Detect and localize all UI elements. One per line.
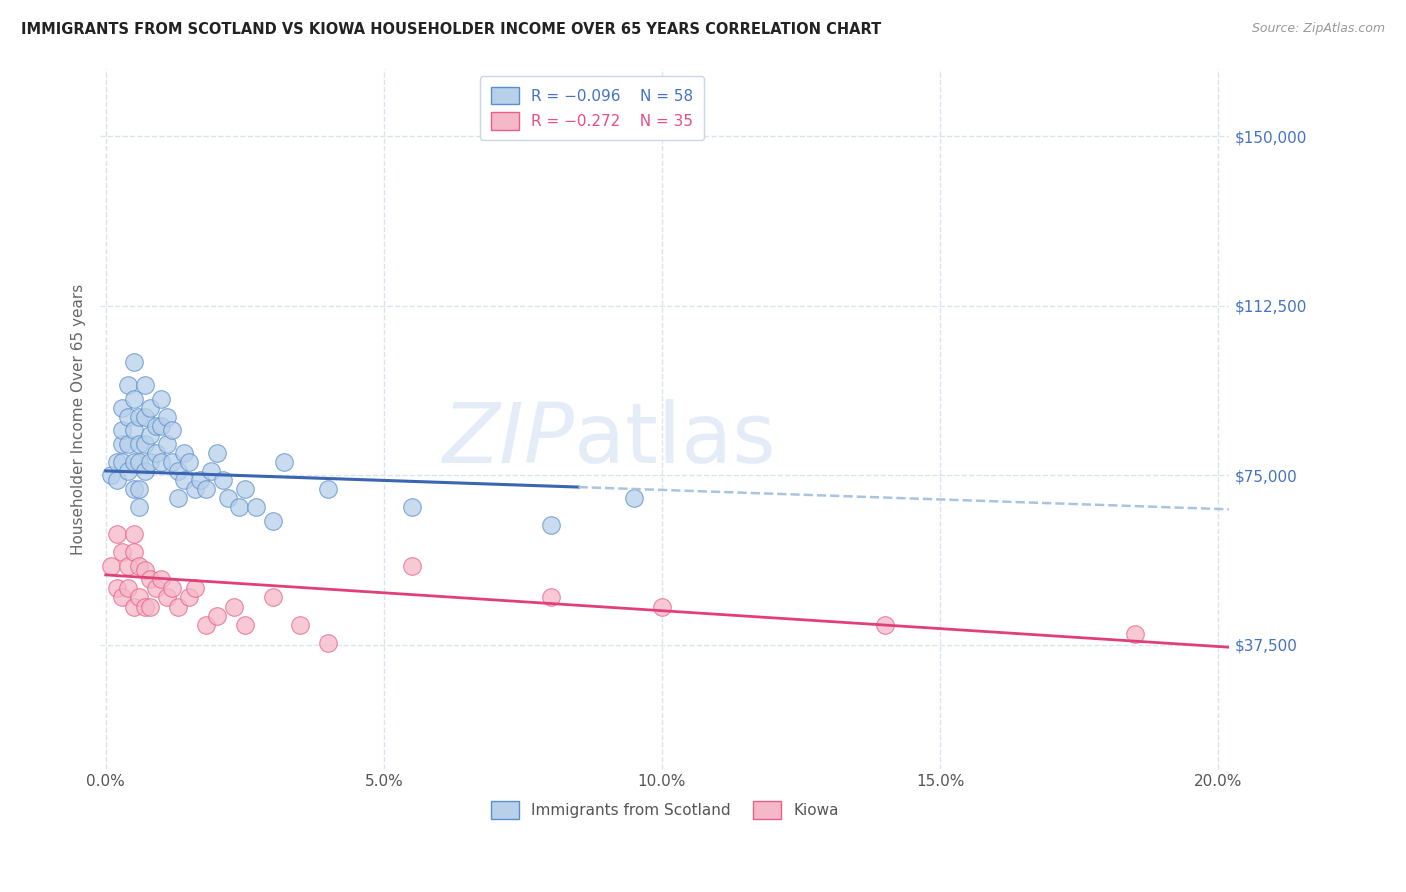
Point — [179, 591, 201, 605]
Point — [122, 392, 145, 406]
Point — [139, 427, 162, 442]
Point — [194, 482, 217, 496]
Point — [105, 582, 128, 596]
Point — [200, 464, 222, 478]
Point — [167, 464, 190, 478]
Point — [316, 482, 339, 496]
Point — [105, 527, 128, 541]
Point — [173, 473, 195, 487]
Point — [111, 401, 134, 415]
Point — [105, 473, 128, 487]
Point — [117, 409, 139, 424]
Point — [183, 482, 205, 496]
Point — [150, 418, 173, 433]
Point — [145, 418, 167, 433]
Point — [145, 446, 167, 460]
Point — [217, 491, 239, 505]
Point — [128, 591, 150, 605]
Point — [145, 582, 167, 596]
Point — [150, 455, 173, 469]
Legend: Immigrants from Scotland, Kiowa: Immigrants from Scotland, Kiowa — [485, 795, 845, 825]
Text: ZIP: ZIP — [443, 400, 575, 481]
Point — [233, 617, 256, 632]
Point — [122, 455, 145, 469]
Point — [316, 636, 339, 650]
Point — [401, 500, 423, 514]
Point — [401, 558, 423, 573]
Point — [179, 455, 201, 469]
Point — [128, 482, 150, 496]
Point — [222, 599, 245, 614]
Point — [100, 468, 122, 483]
Point — [122, 599, 145, 614]
Point — [150, 392, 173, 406]
Point — [156, 409, 179, 424]
Point — [117, 558, 139, 573]
Point — [150, 573, 173, 587]
Text: Source: ZipAtlas.com: Source: ZipAtlas.com — [1251, 22, 1385, 36]
Point — [173, 446, 195, 460]
Point — [128, 500, 150, 514]
Point — [122, 527, 145, 541]
Point — [134, 378, 156, 392]
Point — [262, 514, 284, 528]
Y-axis label: Householder Income Over 65 years: Householder Income Over 65 years — [72, 284, 86, 555]
Point — [122, 423, 145, 437]
Point — [167, 491, 190, 505]
Point — [1123, 626, 1146, 640]
Point — [139, 599, 162, 614]
Point — [111, 437, 134, 451]
Text: atlas: atlas — [575, 400, 776, 481]
Point — [623, 491, 645, 505]
Point — [139, 455, 162, 469]
Point — [134, 464, 156, 478]
Point — [540, 518, 562, 533]
Point — [111, 423, 134, 437]
Point — [134, 599, 156, 614]
Point — [273, 455, 295, 469]
Point — [651, 599, 673, 614]
Point — [262, 591, 284, 605]
Point — [134, 563, 156, 577]
Text: IMMIGRANTS FROM SCOTLAND VS KIOWA HOUSEHOLDER INCOME OVER 65 YEARS CORRELATION C: IMMIGRANTS FROM SCOTLAND VS KIOWA HOUSEH… — [21, 22, 882, 37]
Point — [134, 437, 156, 451]
Point — [162, 582, 184, 596]
Point — [233, 482, 256, 496]
Point — [540, 591, 562, 605]
Point — [128, 455, 150, 469]
Point — [105, 455, 128, 469]
Point — [245, 500, 267, 514]
Point — [211, 473, 233, 487]
Point — [117, 582, 139, 596]
Point — [111, 545, 134, 559]
Point — [111, 455, 134, 469]
Point — [117, 437, 139, 451]
Point — [167, 599, 190, 614]
Point — [183, 582, 205, 596]
Point — [117, 464, 139, 478]
Point — [139, 573, 162, 587]
Point — [873, 617, 896, 632]
Point — [156, 437, 179, 451]
Point — [290, 617, 312, 632]
Point — [128, 558, 150, 573]
Point — [162, 423, 184, 437]
Point — [122, 355, 145, 369]
Point — [122, 545, 145, 559]
Point — [117, 378, 139, 392]
Point — [100, 558, 122, 573]
Point — [134, 409, 156, 424]
Point — [162, 455, 184, 469]
Point — [128, 437, 150, 451]
Point — [205, 608, 228, 623]
Point — [205, 446, 228, 460]
Point — [228, 500, 250, 514]
Point — [194, 617, 217, 632]
Point — [156, 591, 179, 605]
Point — [128, 409, 150, 424]
Point — [122, 482, 145, 496]
Point — [139, 401, 162, 415]
Point — [188, 473, 211, 487]
Point — [111, 591, 134, 605]
